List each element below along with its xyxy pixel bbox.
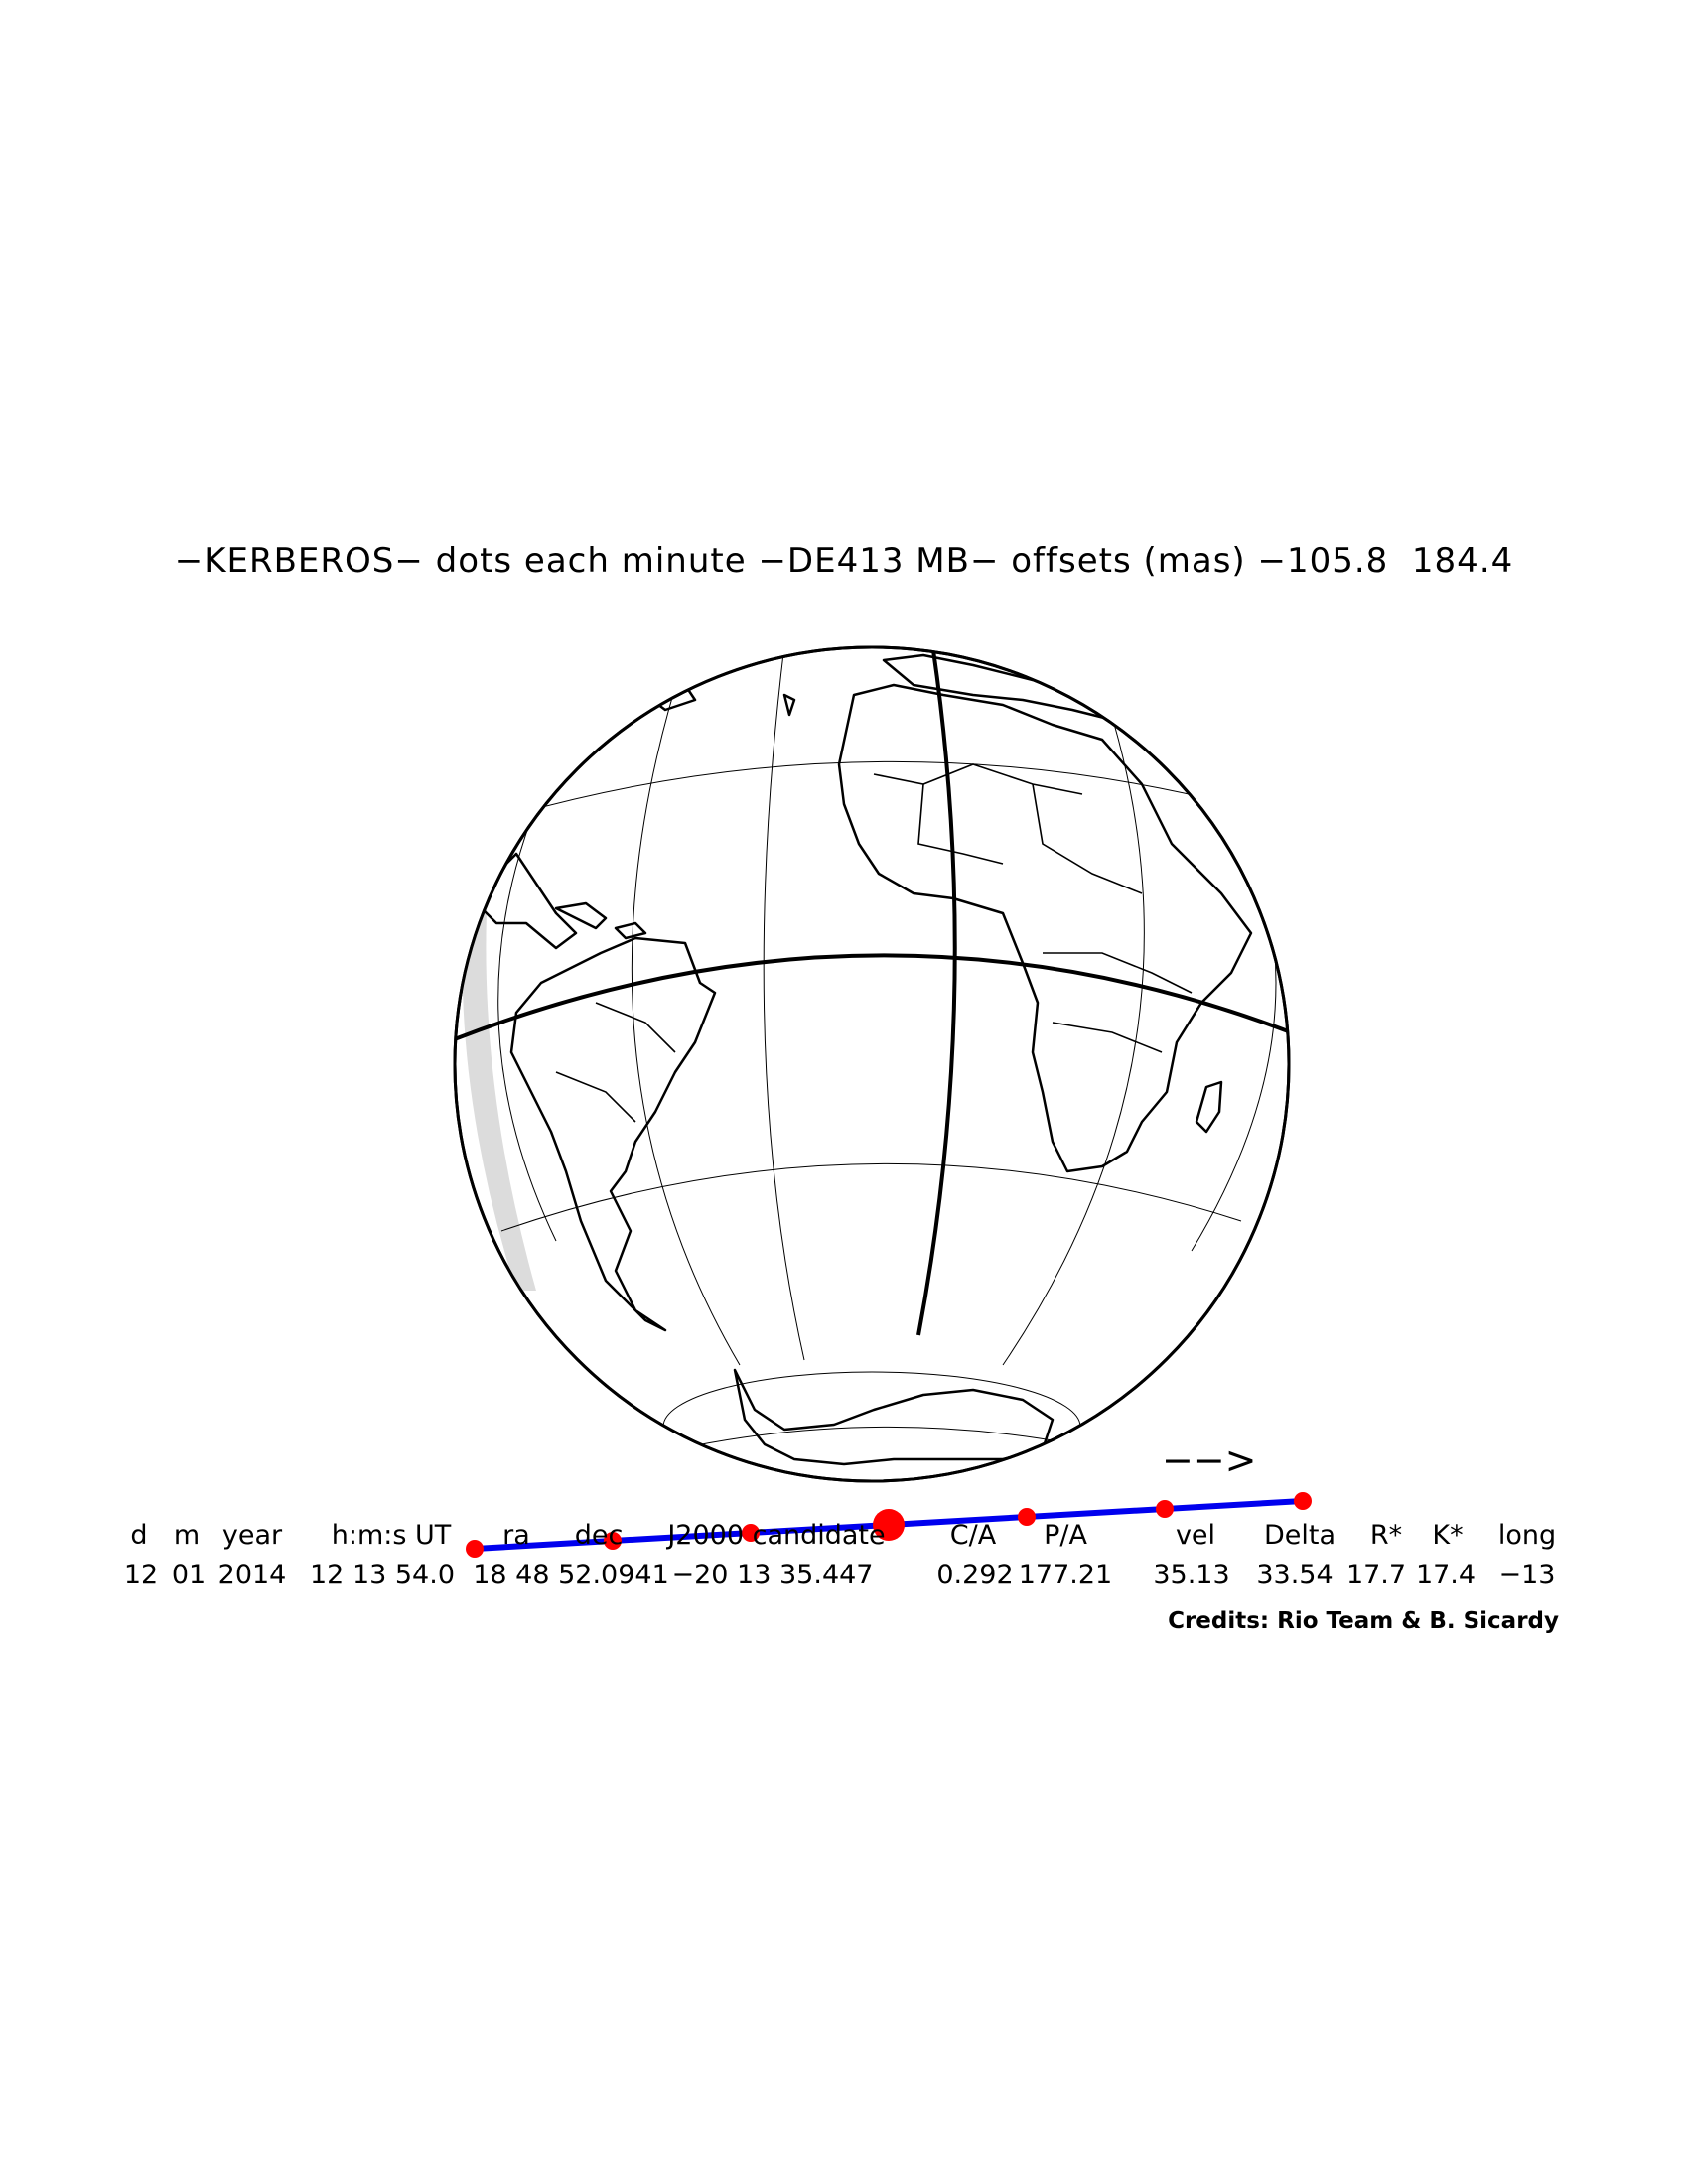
madagascar — [1195, 1080, 1223, 1134]
header-d: d — [130, 1520, 147, 1551]
value-delta: 33.54 — [1256, 1560, 1333, 1590]
minute-dot — [604, 1532, 622, 1550]
header-k-mag: K* — [1432, 1520, 1463, 1551]
equator-line — [455, 953, 1289, 1044]
header-long: long — [1498, 1520, 1556, 1551]
table-values: 12 01 2014 12 13 54.0 18 48 52.0941 −20 … — [124, 1560, 1556, 1590]
value-long: −13 — [1499, 1560, 1556, 1590]
direction-arrow: −−> — [1162, 1438, 1257, 1482]
header-r-mag: R* — [1370, 1520, 1402, 1551]
value-dec: −20 13 35.447 — [672, 1560, 874, 1590]
value-m: 01 — [172, 1560, 206, 1590]
western-limb-shade — [462, 874, 536, 1291]
header-dec: dec — [575, 1520, 624, 1551]
header-ra: ra — [502, 1520, 530, 1551]
credits-text: Credits: Rio Team & B. Sicardy — [1168, 1608, 1559, 1634]
header-m: m — [174, 1520, 200, 1551]
occultation-track — [466, 1492, 1312, 1558]
globe — [453, 645, 1291, 1483]
header-year: year — [222, 1520, 283, 1551]
africa — [837, 683, 1253, 1173]
value-r-mag: 17.7 — [1346, 1560, 1406, 1590]
page-title: −KERBEROS− dots each minute −DE413 MB− o… — [174, 541, 1514, 581]
caribbean-islands — [554, 901, 647, 940]
header-candidate: J2000 candidate — [665, 1520, 885, 1551]
south-america — [509, 936, 717, 1332]
header-delta: Delta — [1264, 1520, 1336, 1551]
value-ra: 18 48 52.0941 — [473, 1560, 669, 1590]
value-time: 12 13 54.0 — [310, 1560, 455, 1590]
central-meridian — [916, 649, 957, 1336]
value-ca: 0.292 — [936, 1560, 1013, 1590]
minute-dot — [1294, 1492, 1312, 1510]
country-borders — [555, 763, 1193, 1123]
minute-dot — [1156, 1500, 1174, 1518]
value-vel: 35.13 — [1153, 1560, 1229, 1590]
table-headers: d m year h:m:s UT ra dec J2000 candidate… — [130, 1520, 1556, 1551]
antarctica — [733, 1368, 1055, 1466]
value-d: 12 — [124, 1560, 158, 1590]
night-limb-shading — [453, 645, 1291, 1483]
minute-dot — [742, 1524, 760, 1542]
value-pa: 177.21 — [1019, 1560, 1112, 1590]
header-vel: vel — [1176, 1520, 1215, 1551]
closest-approach-dot — [873, 1509, 905, 1541]
value-year: 2014 — [218, 1560, 287, 1590]
minute-dot — [466, 1540, 484, 1558]
header-pa: P/A — [1044, 1520, 1087, 1551]
value-k-mag: 17.4 — [1416, 1560, 1476, 1590]
minute-dot — [1018, 1508, 1036, 1526]
header-ca: C/A — [950, 1520, 997, 1551]
header-time: h:m:s UT — [332, 1520, 452, 1551]
